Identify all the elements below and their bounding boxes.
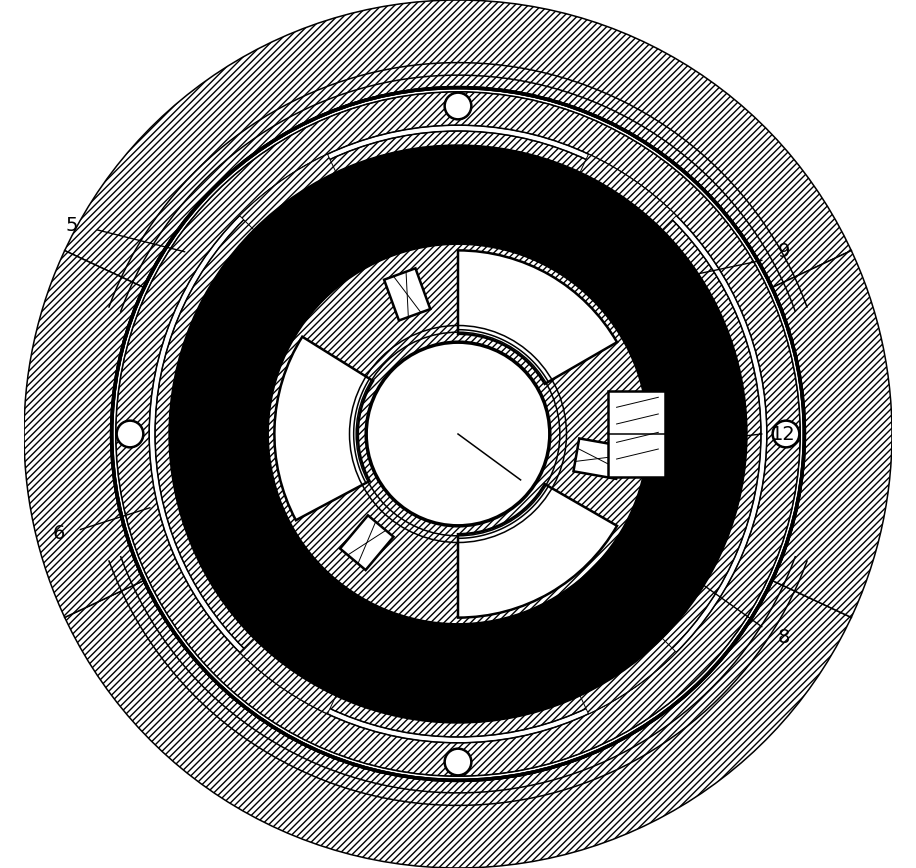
Polygon shape — [573, 438, 622, 479]
Circle shape — [267, 244, 649, 624]
Text: 8: 8 — [778, 628, 790, 648]
Polygon shape — [772, 251, 892, 617]
Circle shape — [116, 421, 143, 447]
Text: 5: 5 — [65, 216, 78, 235]
Wedge shape — [458, 484, 617, 618]
Wedge shape — [275, 337, 373, 520]
Wedge shape — [580, 155, 676, 230]
Polygon shape — [340, 516, 394, 570]
Polygon shape — [65, 0, 851, 287]
Text: 12: 12 — [771, 424, 796, 444]
Circle shape — [444, 93, 472, 120]
Polygon shape — [65, 581, 851, 868]
Polygon shape — [384, 268, 431, 320]
Circle shape — [366, 342, 550, 526]
Circle shape — [266, 242, 650, 626]
Wedge shape — [115, 92, 801, 776]
Polygon shape — [24, 251, 144, 617]
Text: 6: 6 — [52, 524, 65, 543]
Circle shape — [773, 421, 800, 447]
Circle shape — [444, 748, 472, 775]
Wedge shape — [458, 250, 617, 384]
Wedge shape — [240, 155, 336, 230]
Wedge shape — [580, 638, 676, 713]
Wedge shape — [240, 638, 336, 713]
Circle shape — [112, 88, 804, 780]
Wedge shape — [155, 131, 761, 737]
Circle shape — [172, 148, 744, 720]
Text: 9: 9 — [778, 242, 790, 261]
Bar — [608, 391, 665, 477]
